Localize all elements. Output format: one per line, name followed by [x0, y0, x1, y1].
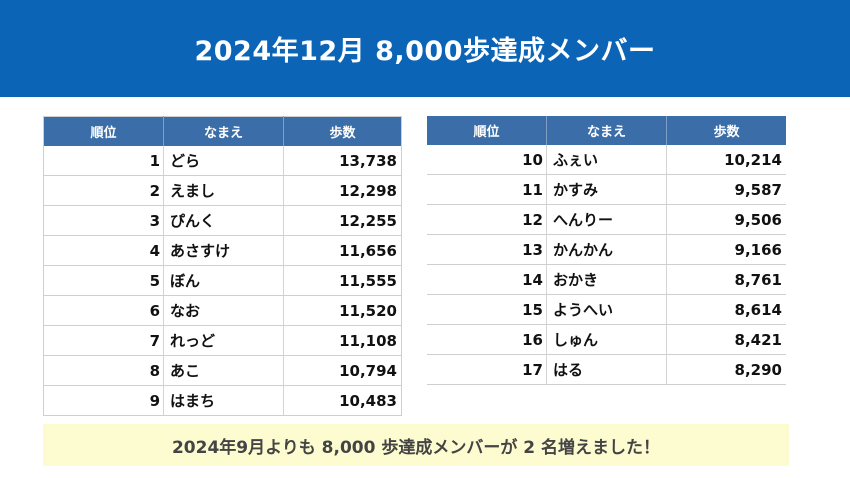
- steps-cell: 9,506: [666, 204, 786, 235]
- rank-cell: 1: [43, 146, 164, 176]
- steps-cell: 10,483: [283, 385, 402, 416]
- name-cell: えまし: [163, 175, 284, 206]
- table-row: 12 へんりー 9,506: [427, 204, 786, 235]
- column-header-rank: 順位: [43, 116, 164, 146]
- steps-cell: 11,555: [283, 265, 402, 296]
- rank-cell: 14: [427, 264, 547, 295]
- column-header-name: なまえ: [546, 116, 667, 145]
- name-cell: かすみ: [546, 174, 667, 205]
- rank-cell: 10: [427, 145, 547, 175]
- steps-cell: 9,587: [666, 174, 786, 205]
- name-cell: はる: [546, 354, 667, 385]
- rank-cell: 17: [427, 354, 547, 385]
- rank-cell: 11: [427, 174, 547, 205]
- steps-cell: 11,520: [283, 295, 402, 326]
- table-row: 15 ようへい 8,614: [427, 294, 786, 325]
- column-header-steps: 歩数: [666, 116, 786, 145]
- summary-note: 2024年9月よりも 8,000 歩達成メンバーが 2 名増えました！: [43, 424, 789, 466]
- rank-cell: 16: [427, 324, 547, 355]
- table-row: 3 ぴんく 12,255: [43, 205, 402, 236]
- rank-cell: 6: [43, 295, 164, 326]
- name-cell: あこ: [163, 355, 284, 386]
- rank-cell: 5: [43, 265, 164, 296]
- table-row: 5 ぼん 11,555: [43, 265, 402, 296]
- table-row: 7 れっど 11,108: [43, 325, 402, 356]
- steps-cell: 9,166: [666, 234, 786, 265]
- name-cell: どら: [163, 146, 284, 176]
- table-row: 16 しゅん 8,421: [427, 324, 786, 355]
- name-cell: なお: [163, 295, 284, 326]
- table-row: 13 かんかん 9,166: [427, 234, 786, 265]
- title-banner: 2024年12月 8,000歩達成メンバー: [0, 0, 850, 97]
- rank-cell: 7: [43, 325, 164, 356]
- table-row: 9 はまち 10,483: [43, 385, 402, 416]
- rank-cell: 4: [43, 235, 164, 266]
- steps-cell: 12,298: [283, 175, 402, 206]
- table-row: 4 あさすけ 11,656: [43, 235, 402, 266]
- name-cell: ようへい: [546, 294, 667, 325]
- page-title: 2024年12月 8,000歩達成メンバー: [194, 36, 656, 67]
- column-header-rank: 順位: [427, 116, 547, 145]
- table-header-row: 順位 なまえ 歩数: [427, 116, 786, 145]
- table-row: 8 あこ 10,794: [43, 355, 402, 386]
- table-row: 11 かすみ 9,587: [427, 174, 786, 205]
- steps-cell: 11,108: [283, 325, 402, 356]
- table-row: 2 えまし 12,298: [43, 175, 402, 206]
- steps-cell: 8,290: [666, 354, 786, 385]
- column-header-name: なまえ: [163, 116, 284, 146]
- rank-cell: 3: [43, 205, 164, 236]
- table-row: 6 なお 11,520: [43, 295, 402, 326]
- rank-cell: 8: [43, 355, 164, 386]
- name-cell: かんかん: [546, 234, 667, 265]
- column-header-steps: 歩数: [283, 116, 402, 146]
- summary-note-text: 2024年9月よりも 8,000 歩達成メンバーが 2 名増えました！: [171, 437, 661, 458]
- name-cell: ぴんく: [163, 205, 284, 236]
- steps-cell: 11,656: [283, 235, 402, 266]
- steps-cell: 10,794: [283, 355, 402, 386]
- steps-cell: 8,614: [666, 294, 786, 325]
- ranking-table-right: 順位 なまえ 歩数 10 ふぇい 10,214 11 かすみ 9,587 12 へんりー 9,5…: [427, 116, 786, 385]
- table-row: 17 はる 8,290: [427, 354, 786, 385]
- rank-cell: 12: [427, 204, 547, 235]
- ranking-table-left: 順位 なまえ 歩数 1 どら 13,738 2 えまし 12,298 3 ぴんく 12,255 4…: [43, 116, 402, 416]
- table-row: 10 ふぇい 10,214: [427, 145, 786, 175]
- rank-cell: 15: [427, 294, 547, 325]
- name-cell: しゅん: [546, 324, 667, 355]
- table-row: 1 どら 13,738: [43, 146, 402, 176]
- name-cell: はまち: [163, 385, 284, 416]
- name-cell: へんりー: [546, 204, 667, 235]
- table-row: 14 おかき 8,761: [427, 264, 786, 295]
- steps-cell: 13,738: [283, 146, 402, 176]
- name-cell: ぼん: [163, 265, 284, 296]
- name-cell: あさすけ: [163, 235, 284, 266]
- steps-cell: 12,255: [283, 205, 402, 236]
- rank-cell: 13: [427, 234, 547, 265]
- steps-cell: 8,761: [666, 264, 786, 295]
- rank-cell: 2: [43, 175, 164, 206]
- steps-cell: 8,421: [666, 324, 786, 355]
- rank-cell: 9: [43, 385, 164, 416]
- steps-cell: 10,214: [666, 145, 786, 175]
- name-cell: おかき: [546, 264, 667, 295]
- name-cell: ふぇい: [546, 145, 667, 175]
- name-cell: れっど: [163, 325, 284, 356]
- table-header-row: 順位 なまえ 歩数: [43, 116, 402, 146]
